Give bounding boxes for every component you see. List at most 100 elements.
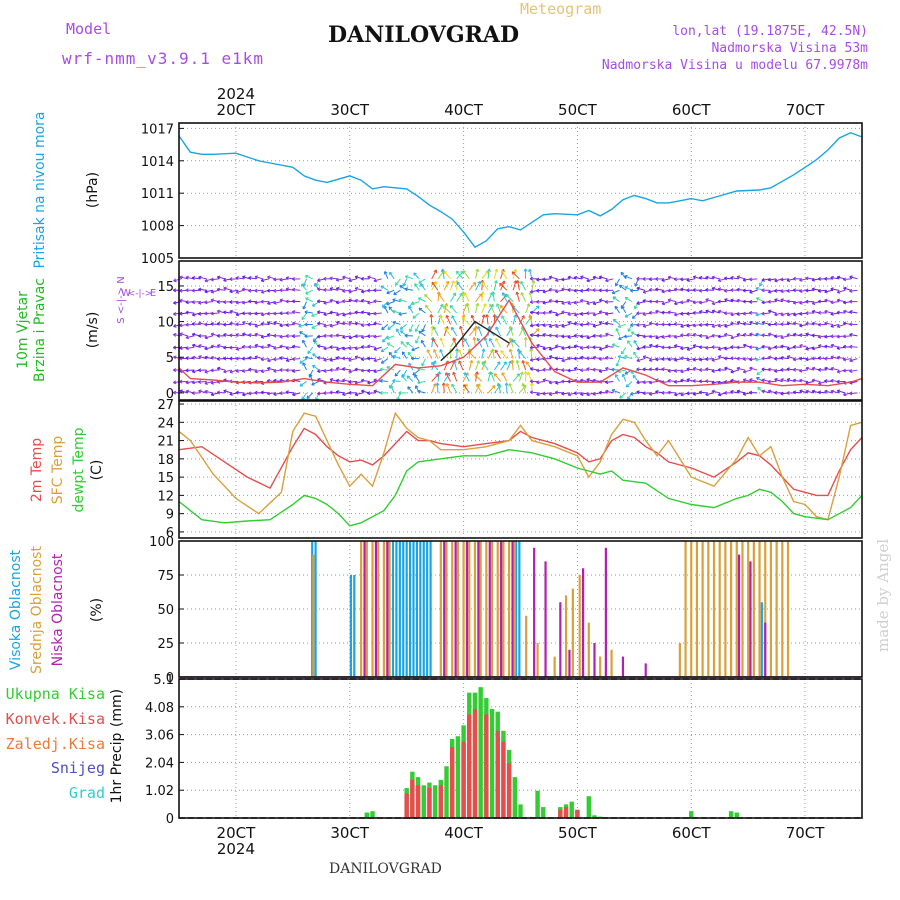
wind-arrow (476, 383, 483, 394)
wind-arrow-head (692, 333, 696, 337)
wind-arrow-head (216, 335, 220, 338)
wind-arrow-head (580, 313, 584, 316)
wind-arrow-head (749, 346, 753, 350)
wind-arrow (304, 356, 313, 360)
wind-arrow-head (242, 394, 246, 397)
wind-arrow-head (680, 326, 684, 328)
wind-arrow (786, 334, 795, 337)
wind-arrow (495, 315, 502, 325)
wind-arrow-head (173, 325, 177, 328)
time-tick-label-bottom: 20CT (217, 824, 257, 842)
ytick-label-temperature: 27 (157, 398, 174, 413)
wind-arrow-head (223, 279, 227, 282)
wind-arrow (611, 289, 620, 294)
wind-arrow-head (561, 311, 565, 315)
wind-arrow-head (307, 352, 311, 355)
wind-arrow-head (455, 348, 458, 352)
wind-arrow-head (392, 310, 396, 314)
wind-arrow (749, 333, 758, 337)
wind-arrow-head (348, 280, 352, 283)
wind-arrow-head (474, 374, 476, 378)
wind-arrow-head (173, 356, 176, 360)
wind-arrow-head (586, 337, 590, 340)
wind-arrow-head (204, 291, 208, 294)
wind-arrow (527, 372, 533, 382)
wind-arrow-head (336, 349, 340, 351)
wind-arrow-head (360, 346, 364, 349)
wind-arrow-head (298, 325, 302, 328)
wind-arrow-head (418, 331, 421, 335)
wind-arrow (481, 270, 489, 280)
wind-arrow-head (267, 344, 270, 348)
wind-arrow-head (235, 370, 239, 373)
wind-arrow (661, 311, 670, 314)
wind-arrow-head (198, 390, 202, 394)
wind-arrow-head (774, 378, 778, 382)
wind-arrow (342, 322, 351, 325)
wind-arrow-head (842, 346, 846, 349)
wind-arrow (686, 346, 695, 351)
wind-arrow-head (430, 337, 434, 340)
wind-arrow-head (198, 313, 202, 316)
wind-arrow-head (680, 348, 684, 351)
wind-arrow-head (285, 277, 289, 281)
wind-arrow-head (323, 335, 327, 338)
wind-arrow (686, 333, 695, 337)
wind-arrow-head (185, 276, 189, 280)
wind-arrow-head (235, 334, 239, 337)
wind-arrow (749, 321, 758, 325)
wind-arrow-head (742, 334, 746, 337)
wind-arrow-head (217, 310, 220, 314)
precip-bar (432, 785, 438, 818)
wind-arrow (743, 323, 752, 325)
wind-arrow-head (452, 337, 454, 341)
wind-arrow-head (749, 359, 753, 362)
precip-bar (569, 801, 574, 818)
wind-arrow (417, 390, 426, 394)
wind-arrow (388, 381, 395, 389)
wind-arrow (736, 333, 745, 337)
wind-arrow (468, 360, 473, 371)
wind-arrow-head (592, 369, 596, 372)
wind-arrow-head (210, 279, 214, 282)
wind-arrow-head (204, 324, 208, 327)
wind-arrow-head (749, 312, 753, 315)
wind-arrow (432, 326, 439, 337)
wind-arrow (439, 315, 445, 325)
wind-arrow (555, 391, 564, 394)
wind-arrow (830, 356, 839, 360)
wind-arrow-head (216, 391, 220, 395)
wind-arrow (592, 301, 601, 305)
wind-arrow-head (761, 334, 765, 338)
wind-arrow (386, 335, 395, 340)
wind-arrow-head (521, 315, 525, 318)
wind-arrow-head (536, 279, 540, 282)
wind-arrow (329, 358, 338, 361)
model-label: Model (66, 20, 112, 38)
wind-arrow-head (824, 291, 828, 294)
temp-ylabel-2m: 2m Temp (29, 438, 45, 502)
wind-arrow-head (342, 276, 346, 280)
wind-arrow-head (379, 368, 383, 372)
wind-arrow (761, 390, 770, 394)
wind-arrow-head (360, 311, 364, 315)
wind-arrow (336, 334, 345, 337)
wind-arrow-head (573, 367, 577, 371)
wind-arrow-head (342, 394, 346, 397)
wind-arrow-head (394, 351, 398, 354)
wind-arrow-head (580, 336, 584, 339)
cloud-ylabel-mid: Srednja Oblacnost (29, 546, 45, 674)
wind-arrow-head (686, 280, 690, 282)
wind-arrow-head (811, 348, 816, 351)
wind-arrow-head (241, 313, 246, 316)
wind-arrow-head (179, 381, 183, 384)
wind-arrow-head (761, 346, 765, 349)
wind-arrow-head (692, 359, 697, 362)
wind-arrow-head (191, 290, 195, 293)
wind-arrow-head (348, 347, 352, 350)
wind-arrow-head (273, 347, 277, 351)
wind-arrow-head (799, 379, 803, 383)
wind-arrow (307, 346, 314, 354)
wind-arrow-head (692, 302, 696, 305)
wind-arrow-head (454, 279, 458, 284)
